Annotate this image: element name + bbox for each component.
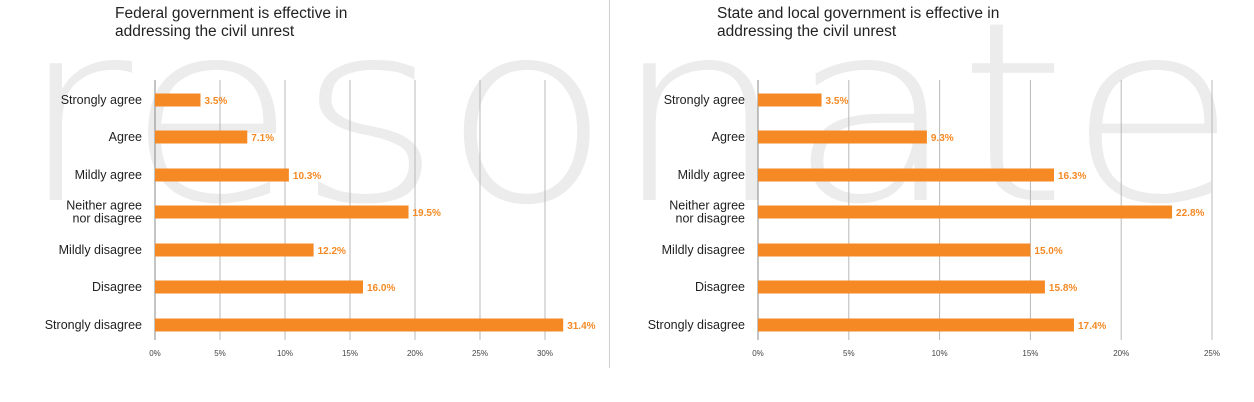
category-label: Agree — [109, 130, 142, 144]
bar — [155, 168, 289, 182]
bar — [758, 243, 1031, 257]
category-label: Neither agree nor disagree — [669, 199, 745, 226]
value-label: 31.4% — [567, 321, 595, 332]
bar — [155, 318, 564, 332]
category-label: Disagree — [92, 280, 142, 294]
x-tick-label: 20% — [407, 349, 423, 358]
bar — [155, 243, 314, 257]
x-tick-label: 5% — [214, 349, 226, 358]
value-label: 10.3% — [293, 171, 321, 182]
value-label: 7.1% — [251, 133, 274, 144]
x-tick-label: 0% — [752, 349, 764, 358]
x-tick-label: 0% — [149, 349, 161, 358]
x-tick-label: 25% — [1204, 349, 1220, 358]
chart-title-state-local: State and local government is effective … — [717, 5, 1000, 40]
bar — [758, 130, 927, 144]
value-label: 22.8% — [1176, 208, 1204, 219]
bar — [155, 280, 363, 294]
value-label: 3.5% — [826, 96, 849, 107]
federal-bar-chart: 0% 5% 10% 15% 20% 25% 30% 3.5% Strongly agree 7.1… — [45, 80, 596, 358]
bar — [155, 205, 409, 219]
bar — [155, 130, 248, 144]
category-label: Mildly agree — [678, 168, 745, 182]
bar — [758, 280, 1045, 294]
value-label: 3.5% — [205, 96, 228, 107]
bar — [758, 318, 1074, 332]
category-label: Neither agree nor disagree — [66, 199, 142, 226]
value-label: 16.3% — [1058, 171, 1086, 182]
bar — [758, 93, 822, 107]
value-label: 16.0% — [367, 283, 395, 294]
category-label: Strongly disagree — [648, 318, 745, 332]
state-local-bar-chart: 0% 5% 10% 15% 20% 25% 3.5% Strongly agree 9.3% Ag… — [648, 80, 1220, 358]
category-label: Strongly disagree — [45, 318, 142, 332]
value-label: 12.2% — [318, 246, 346, 257]
x-tick-label: 5% — [843, 349, 855, 358]
category-label: Agree — [712, 130, 745, 144]
value-label: 19.5% — [413, 208, 441, 219]
x-tick-label: 30% — [537, 349, 553, 358]
category-label: Strongly agree — [61, 93, 142, 107]
x-tick-label: 15% — [1022, 349, 1038, 358]
bar — [758, 205, 1173, 219]
panel-divider — [609, 0, 610, 368]
category-label: Mildly disagree — [662, 243, 745, 257]
x-tick-label: 10% — [932, 349, 948, 358]
category-label: Mildly disagree — [59, 243, 142, 257]
value-label: 17.4% — [1078, 321, 1106, 332]
value-label: 9.3% — [931, 133, 954, 144]
category-label: Strongly agree — [664, 93, 745, 107]
bar — [155, 93, 201, 107]
x-tick-label: 25% — [472, 349, 488, 358]
x-tick-label: 10% — [277, 349, 293, 358]
chart-title-federal: Federal government is effective in addre… — [115, 5, 348, 40]
value-label: 15.8% — [1049, 283, 1077, 294]
category-label: Mildly agree — [75, 168, 142, 182]
bar — [758, 168, 1055, 182]
x-tick-label: 15% — [342, 349, 358, 358]
category-label: Disagree — [695, 280, 745, 294]
x-tick-label: 20% — [1113, 349, 1129, 358]
value-label: 15.0% — [1034, 246, 1062, 257]
